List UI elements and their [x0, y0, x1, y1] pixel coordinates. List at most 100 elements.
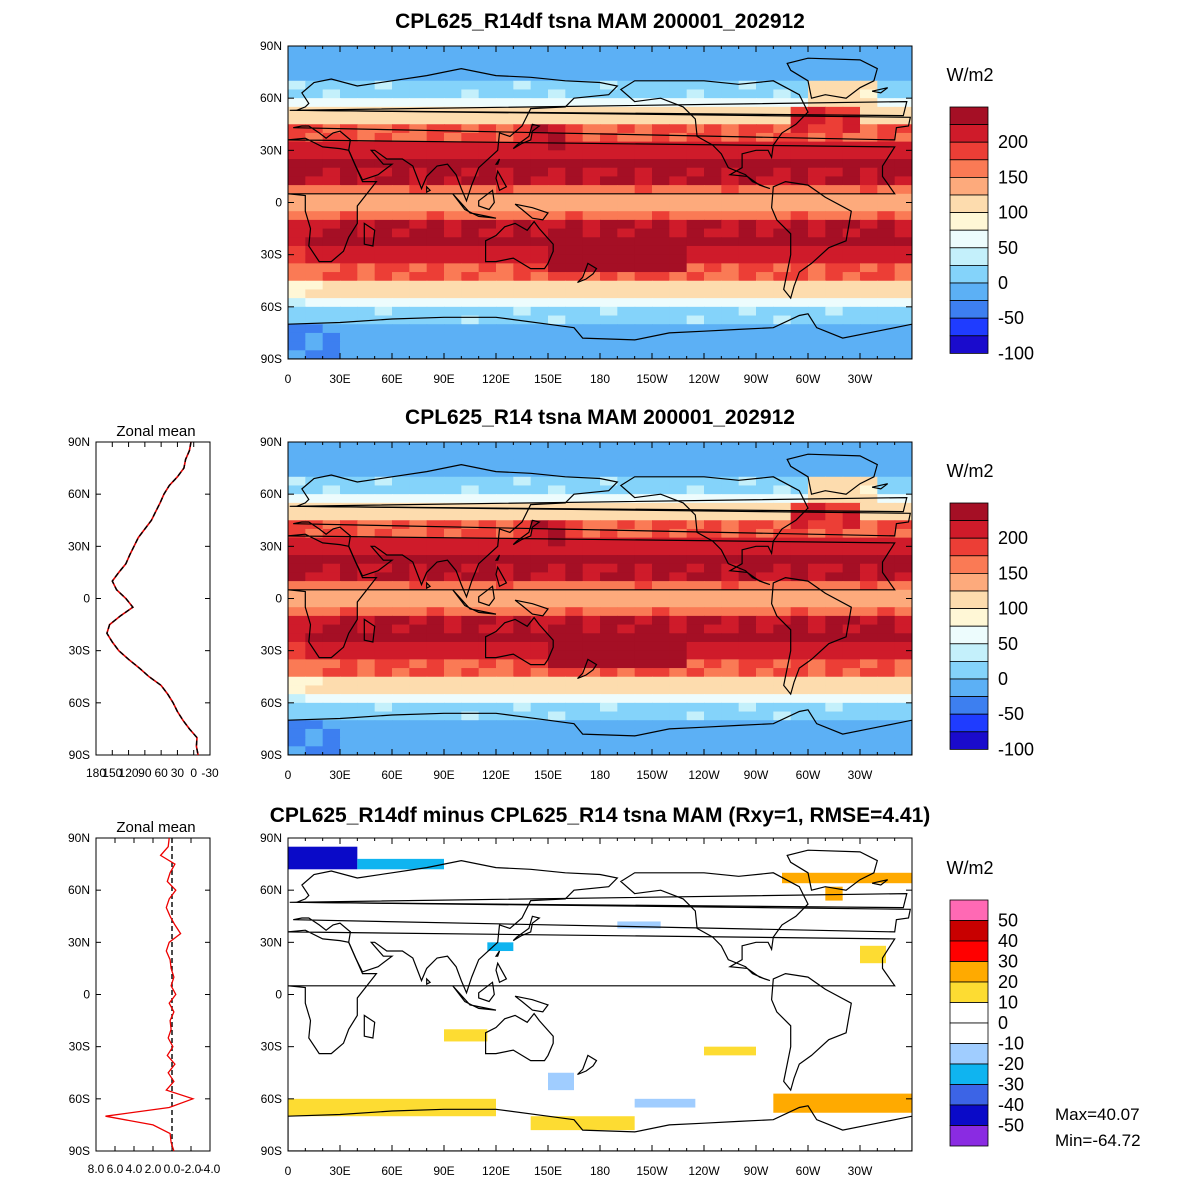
map-cell: [825, 263, 844, 273]
map-cell: [773, 106, 792, 117]
map-cell: [530, 185, 549, 195]
map-cell: [548, 80, 566, 91]
map-cell: [478, 228, 497, 238]
map-cell: [738, 589, 757, 600]
map-cell: [808, 54, 826, 64]
map-cell: [894, 572, 912, 582]
map-cell: [305, 659, 324, 669]
map-cell: [877, 54, 896, 64]
map-cell: [617, 641, 636, 652]
map-cell: [548, 341, 566, 351]
map-cell: [790, 668, 809, 678]
map-cell: [392, 476, 410, 487]
map-cell: [686, 581, 705, 591]
map-cell: [496, 63, 514, 73]
map-cell: [600, 442, 618, 452]
map-cell: [288, 694, 306, 704]
map-cell: [738, 124, 757, 134]
map-cell: [392, 193, 410, 204]
continent-outline: [786, 849, 879, 891]
map-cell: [288, 589, 306, 600]
map-cell: [877, 219, 896, 230]
map-cell: [496, 306, 514, 317]
map-cell: [513, 298, 532, 308]
continent-outline: [478, 189, 495, 211]
map-cell: [392, 237, 410, 247]
map-cell: [721, 694, 740, 704]
map-cell: [530, 450, 549, 460]
map-cell: [426, 124, 445, 134]
map-cell: [617, 141, 636, 151]
map-cell: [634, 746, 653, 755]
map-cell: [340, 245, 358, 256]
map-cell: [790, 737, 809, 747]
map-cell: [322, 106, 341, 117]
map-cell: [444, 624, 462, 634]
map-cell: [808, 676, 826, 687]
map-cell: [652, 537, 670, 547]
map-cell: [842, 245, 861, 256]
map-cell: [652, 633, 670, 643]
map-cell: [704, 668, 722, 678]
map-cell: [877, 89, 896, 99]
map-cell: [513, 63, 532, 73]
map-cell: [565, 581, 584, 591]
map-cell: [357, 581, 376, 591]
map-cell: [773, 350, 792, 359]
map-cell: [340, 650, 358, 660]
map-cell: [322, 563, 341, 574]
map-cell: [548, 185, 566, 195]
map-cell: [877, 459, 896, 469]
map-cell: [530, 176, 549, 186]
map-cell: [669, 607, 688, 617]
map-cell: [288, 54, 306, 64]
map-cell: [426, 520, 445, 530]
map-cell: [756, 459, 774, 469]
map-cell: [444, 598, 462, 608]
map-cell: [877, 702, 896, 713]
map-cell: [530, 589, 549, 600]
map-cell: [582, 485, 601, 495]
map-cell: [652, 615, 670, 626]
map-cell: [496, 563, 514, 574]
map-cell: [478, 202, 497, 212]
map-cell: [305, 106, 324, 117]
x-tick-label: 60E: [381, 372, 402, 386]
map-cell: [530, 607, 549, 617]
map-cell: [738, 115, 757, 125]
map-cell: [496, 546, 514, 556]
map-cell: [686, 193, 705, 204]
map-cell: [392, 702, 410, 713]
map-cell: [322, 468, 341, 478]
map-cell: [894, 272, 912, 282]
map-cell: [409, 676, 428, 687]
map-cell: [392, 315, 410, 325]
map-cell: [548, 737, 566, 747]
map-cell: [582, 341, 601, 351]
map-cell: [444, 659, 462, 669]
map-cell: [617, 46, 636, 56]
map-cell: [600, 332, 618, 343]
zm-x-tick-label: -30: [201, 766, 219, 780]
map-cell: [669, 315, 688, 325]
map-cell: [409, 219, 428, 230]
map-cell: [842, 589, 861, 600]
map-panel-3: 0 30E 60E 90E 120E 150E 180 150W 120W 90W 60W 30W90…: [260, 831, 913, 1178]
map-cell: [773, 141, 792, 151]
map-cell: [392, 324, 410, 334]
map-cell: [704, 193, 722, 204]
map-cell: [738, 80, 757, 91]
map-cell: [825, 80, 844, 91]
map-cell: [548, 633, 566, 643]
map-cell: [478, 237, 497, 247]
zm-x-tick-label: 120: [119, 766, 139, 780]
map-cell: [340, 555, 358, 565]
map-cell: [409, 615, 428, 626]
map-cell: [652, 589, 670, 600]
map-cell: [357, 46, 376, 56]
map-cell: [738, 633, 757, 643]
map-cell: [496, 589, 514, 600]
map-cell: [617, 607, 636, 617]
map-cell: [496, 228, 514, 238]
map-cell: [686, 324, 705, 334]
